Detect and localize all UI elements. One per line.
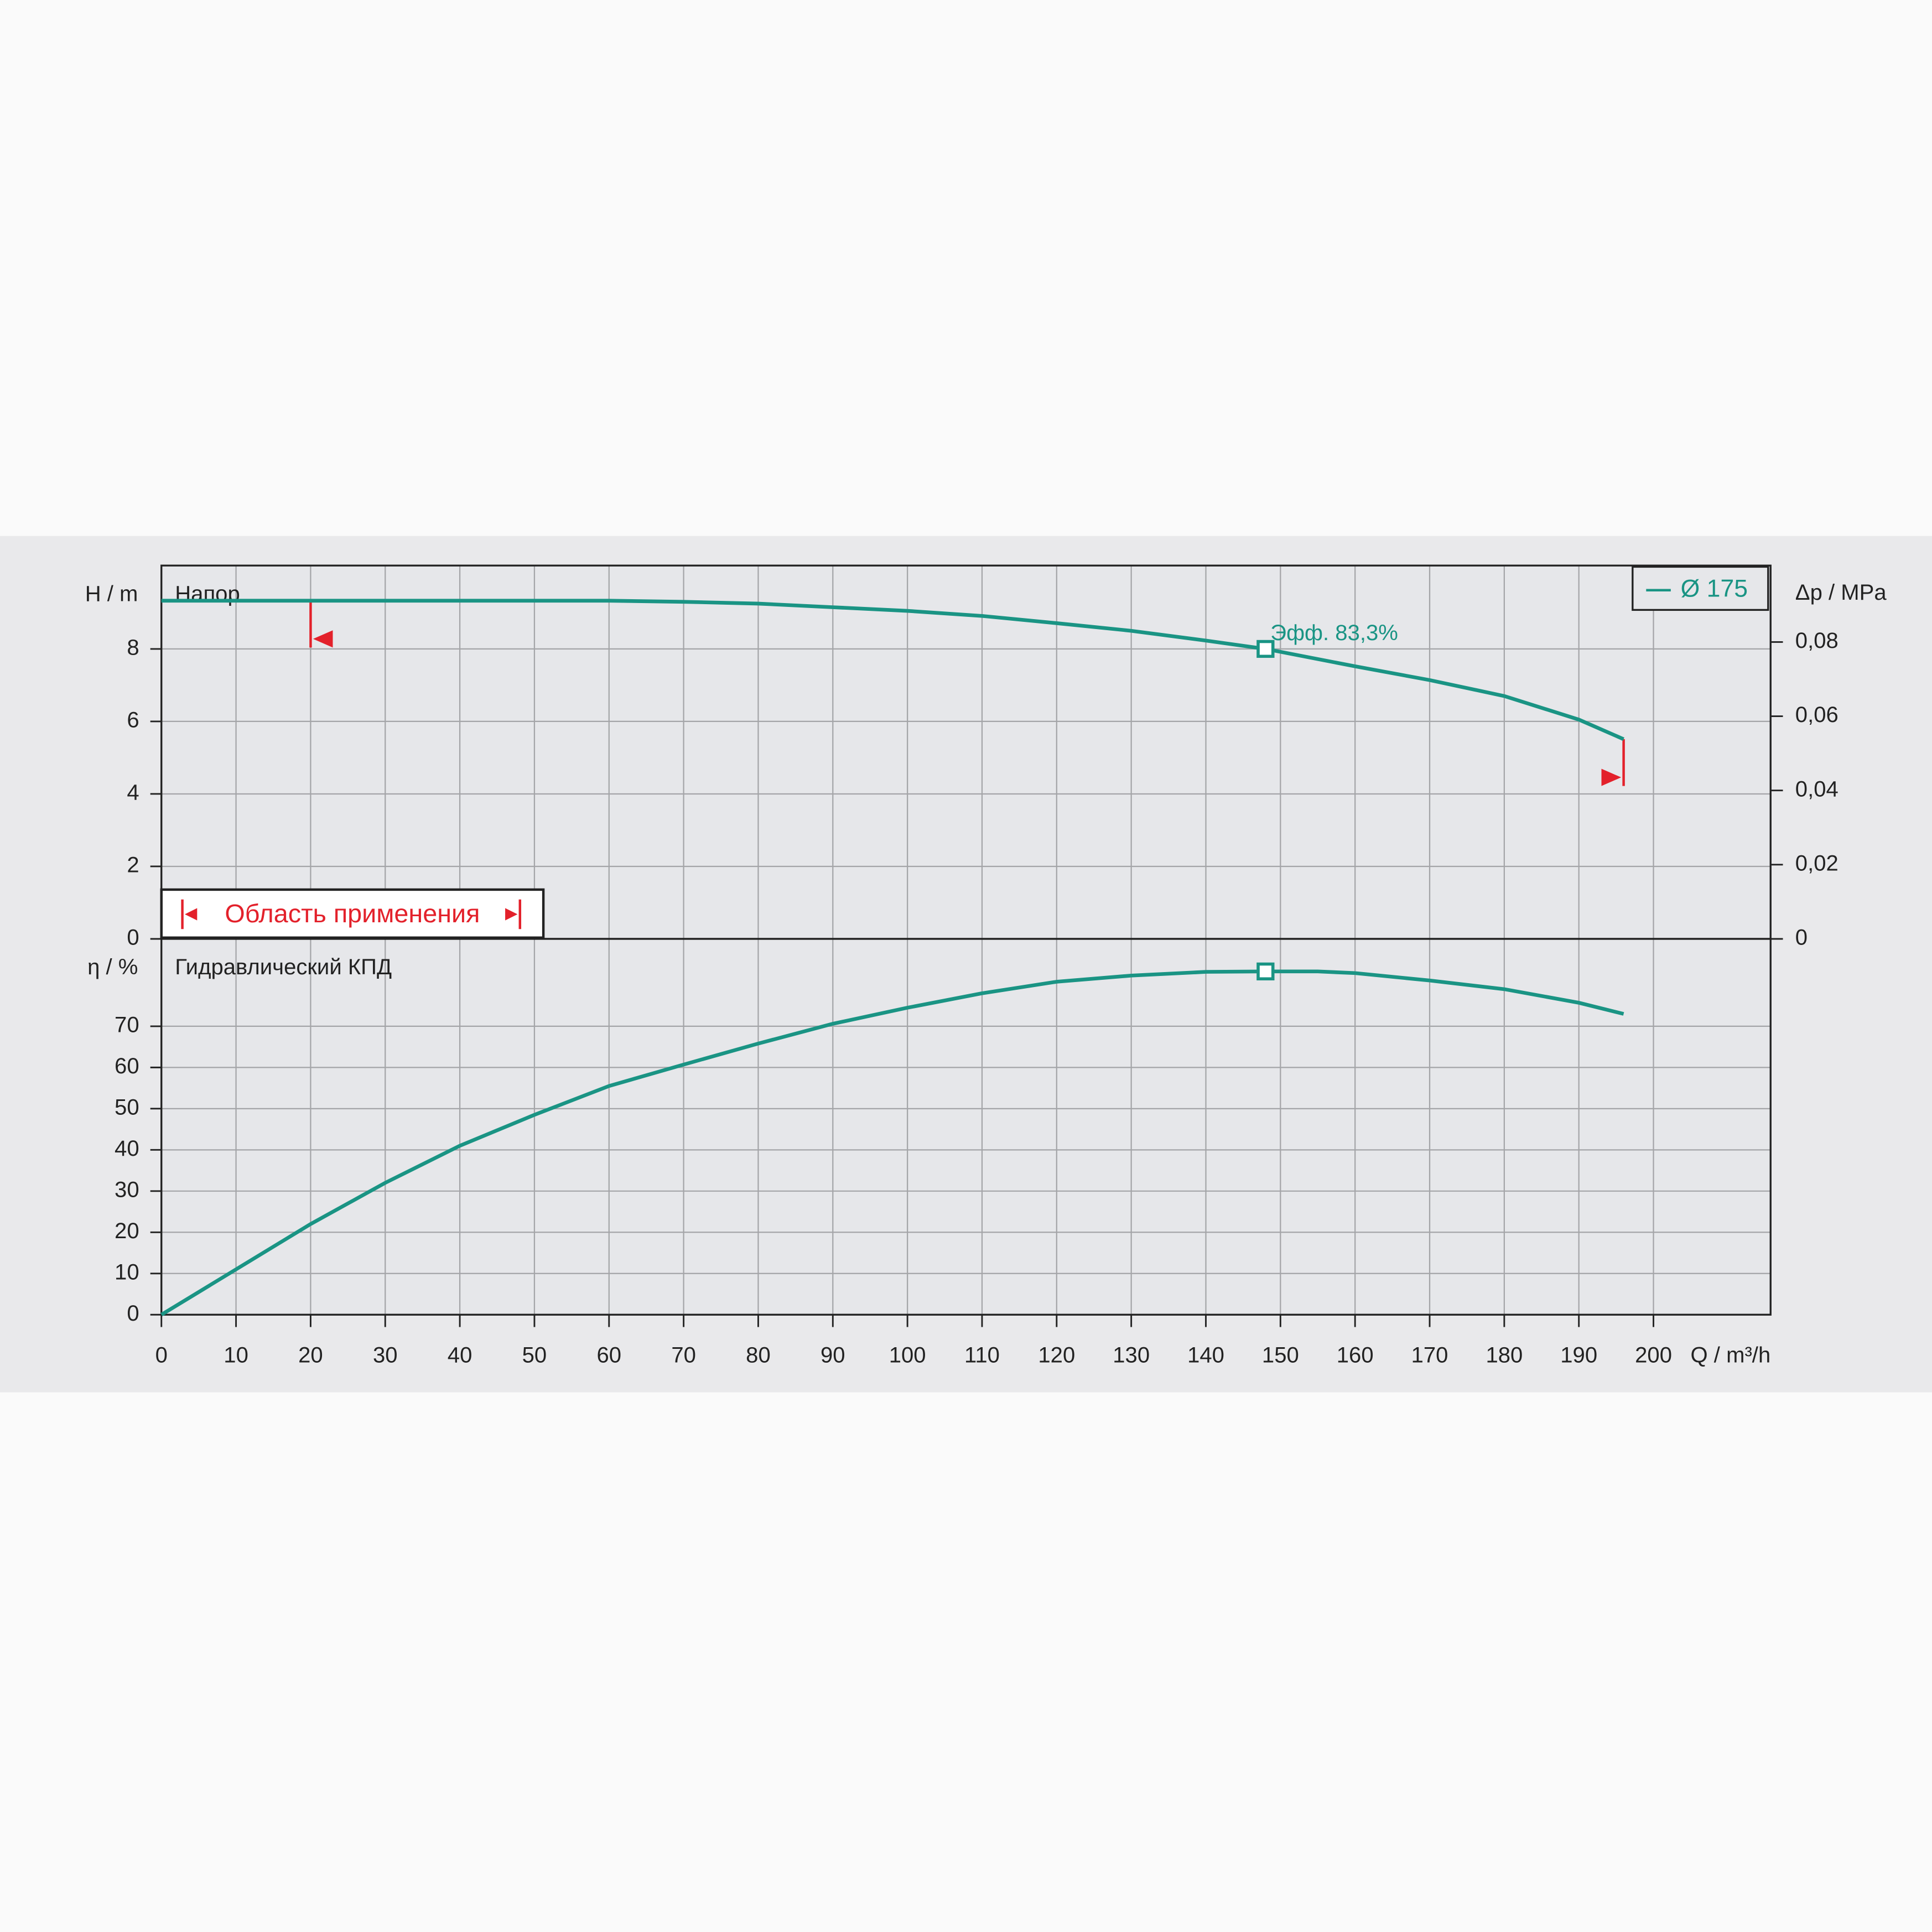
x-tick-label: 10 [224,1343,248,1368]
y-tick-label: 30 [115,1177,139,1202]
operating-point [1256,640,1275,658]
y-tick-label: 40 [115,1136,139,1161]
x-tick-label: 40 [448,1343,472,1368]
x-tick-label: 150 [1262,1343,1299,1368]
y-tick-label: 60 [115,1054,139,1078]
y2-tick-label: 0 [1795,926,1808,950]
y-tick-label: 2 [127,853,139,877]
x-tick-label: 170 [1411,1343,1448,1368]
x-tick-label: 20 [298,1343,323,1368]
curve [161,599,1624,741]
x-tick-label: 80 [746,1343,771,1368]
range-arrow [505,908,518,921]
y2-axis-label: Δp / MPa [1795,580,1887,605]
plot-area [161,939,1771,1315]
curve [160,969,1624,1317]
y2-tick-label: 0,02 [1795,851,1838,875]
x-tick-label: 50 [522,1343,547,1368]
y-axis-label: η / % [87,955,138,979]
x-tick-label: 120 [1038,1343,1075,1368]
range-arrow [185,908,198,921]
y-tick-label: 70 [115,1012,139,1037]
x-tick-label: 190 [1560,1343,1597,1368]
x-tick-label: 180 [1486,1343,1523,1368]
y2-tick-label: 0,04 [1795,777,1838,801]
y-tick-label: 20 [115,1219,139,1243]
y-axis-label: H / m [85,581,138,606]
x-tick-label: 160 [1337,1343,1374,1368]
operating-point [1256,962,1275,980]
range-arrow [1601,768,1622,786]
legend-label: Ø 175 [1681,575,1748,603]
x-axis-label: Q / m³/h [1691,1343,1771,1368]
x-tick-label: 70 [671,1343,696,1368]
x-tick-label: 90 [820,1343,845,1368]
x-tick-label: 130 [1113,1343,1150,1368]
y-tick-label: 4 [127,781,139,805]
range-label: Область применения [225,899,480,928]
x-tick-label: 60 [596,1343,621,1368]
range-arrow [313,630,333,648]
y-tick-label: 0 [127,926,139,950]
x-tick-label: 100 [889,1343,926,1368]
y-tick-label: 8 [127,635,139,659]
x-tick-label: 140 [1187,1343,1224,1368]
legend-box [1632,565,1769,611]
x-tick-label: 110 [964,1343,1000,1368]
y-tick-label: 6 [127,708,139,733]
operating-point-label: Эфф. 83,3% [1270,621,1398,645]
range-box [160,888,545,939]
x-tick-label: 200 [1635,1343,1672,1368]
y2-tick-label: 0,08 [1795,629,1838,653]
y2-tick-label: 0,06 [1795,703,1838,727]
x-tick-label: 30 [373,1343,398,1368]
y-tick-label: 10 [115,1260,139,1284]
x-tick-label: 0 [155,1343,168,1368]
plot-area [161,565,1771,939]
plot-border [160,938,1772,1316]
y-tick-label: 50 [115,1095,139,1119]
y-tick-label: 0 [127,1301,139,1326]
panel-label: Гидравлический КПД [175,955,392,979]
